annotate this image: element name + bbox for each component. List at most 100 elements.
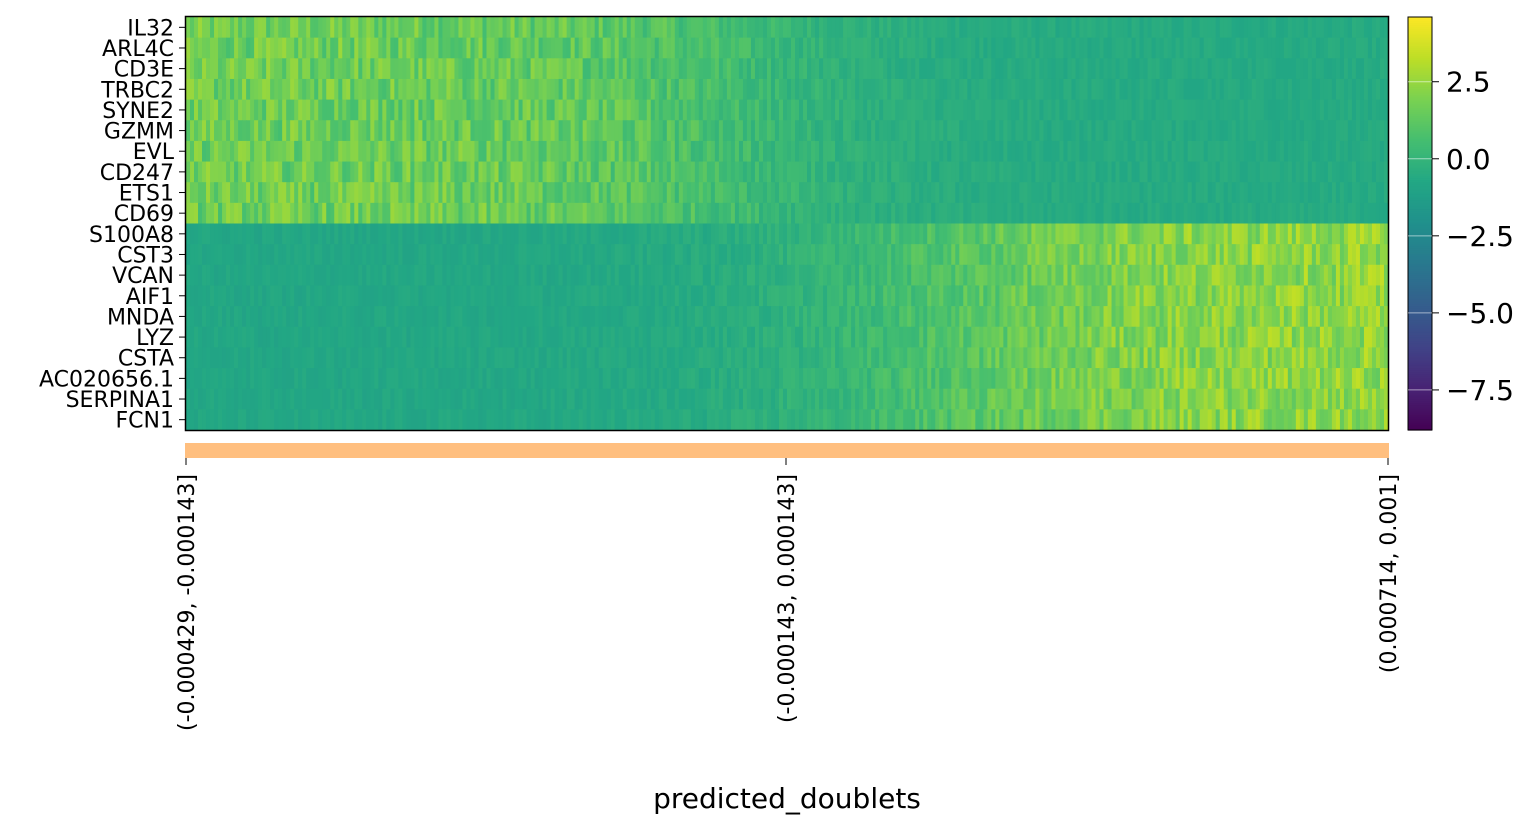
heatmap-cell	[787, 202, 792, 225]
heatmap-cell	[374, 182, 379, 204]
heatmap-cell	[1379, 264, 1385, 287]
heatmap-cell	[1143, 37, 1149, 59]
heatmap-cell	[983, 58, 988, 80]
heatmap-cell	[1247, 264, 1253, 287]
heatmap-cell	[426, 99, 432, 121]
heatmap-cell	[799, 120, 804, 142]
heatmap-cell	[526, 161, 532, 183]
heatmap-cell	[1351, 264, 1357, 287]
heatmap-cell	[1171, 244, 1177, 266]
heatmap-cell	[626, 17, 632, 39]
heatmap-cell	[987, 99, 992, 121]
heatmap-cell	[602, 99, 608, 121]
heatmap-cell	[330, 244, 335, 266]
heatmap-cell	[730, 120, 736, 142]
heatmap-cell	[386, 244, 391, 266]
heatmap-cell	[1371, 182, 1377, 204]
heatmap-cell	[1371, 120, 1377, 142]
heatmap-cell	[598, 161, 604, 183]
heatmap-cell	[787, 99, 792, 121]
heatmap-cell	[362, 202, 367, 225]
heatmap-cell	[1171, 326, 1177, 348]
heatmap-cell	[458, 244, 464, 266]
heatmap-cell	[951, 182, 956, 204]
heatmap-cell	[979, 244, 984, 266]
heatmap-cell	[859, 140, 864, 163]
heatmap-cell	[1187, 161, 1193, 183]
heatmap-cell	[454, 17, 460, 39]
heatmap-cell	[835, 161, 840, 183]
heatmap-cell	[750, 285, 756, 307]
heatmap-cell	[831, 58, 836, 80]
heatmap-cell	[975, 140, 980, 163]
heatmap-cell	[302, 182, 307, 204]
heatmap-cell	[1243, 244, 1249, 266]
heatmap-cell	[1359, 161, 1365, 183]
heatmap-cell	[899, 306, 904, 328]
heatmap-cell	[899, 37, 904, 59]
heatmap-cell	[1083, 140, 1089, 163]
heatmap-cell	[851, 244, 856, 266]
heatmap-cell	[614, 264, 620, 287]
heatmap-cell	[434, 264, 440, 287]
heatmap-cell	[971, 285, 976, 307]
heatmap-cell	[1063, 285, 1069, 307]
heatmap-cell	[610, 78, 616, 101]
heatmap-cell	[1335, 285, 1341, 307]
heatmap-cell	[738, 326, 744, 348]
heatmap-cell	[370, 244, 375, 266]
heatmap-cell	[458, 161, 464, 183]
heatmap-cell	[1083, 182, 1089, 204]
heatmap-cell	[871, 120, 876, 142]
heatmap-cell	[1111, 285, 1117, 307]
heatmap-cell	[939, 17, 944, 39]
heatmap-cell	[494, 306, 500, 328]
heatmap-cell	[738, 140, 744, 163]
heatmap-cell	[278, 140, 283, 163]
heatmap-cell	[458, 58, 464, 80]
heatmap-cell	[1323, 99, 1329, 121]
heatmap-cell	[963, 244, 968, 266]
heatmap-cell	[722, 285, 728, 307]
heatmap-cell	[1351, 182, 1357, 204]
heatmap-cell	[322, 99, 327, 121]
heatmap-cell	[502, 202, 508, 225]
heatmap-cell	[762, 161, 768, 183]
heatmap-cell	[426, 37, 432, 59]
heatmap-cell	[350, 161, 355, 183]
heatmap-cell	[518, 326, 524, 348]
heatmap-cell	[226, 17, 231, 39]
heatmap-cell	[1287, 285, 1293, 307]
heatmap-cell	[378, 99, 383, 121]
heatmap-cell	[586, 37, 592, 59]
heatmap-cell	[658, 264, 664, 287]
heatmap-cell	[530, 78, 536, 101]
heatmap-cell	[1339, 99, 1345, 121]
heatmap-cell	[746, 161, 752, 183]
heatmap-cell	[1335, 326, 1341, 348]
heatmap-cell	[370, 140, 375, 163]
heatmap-cell	[470, 306, 476, 328]
heatmap-cell	[782, 347, 788, 369]
heatmap-cell	[1031, 285, 1037, 307]
heatmap-cell	[891, 37, 896, 59]
heatmap-cell	[947, 244, 952, 266]
heatmap-cell	[963, 306, 968, 328]
heatmap-cell	[566, 58, 572, 80]
heatmap-cell	[1275, 17, 1281, 39]
heatmap-cell	[262, 161, 267, 183]
heatmap-cell	[1091, 223, 1097, 245]
heatmap-cell	[947, 264, 952, 287]
heatmap-cell	[1311, 140, 1317, 163]
heatmap-cell	[911, 285, 916, 307]
heatmap-cell	[758, 37, 764, 59]
heatmap-cell	[1183, 326, 1189, 348]
heatmap-cell	[750, 17, 756, 39]
heatmap-cell	[494, 17, 500, 39]
heatmap-cell	[378, 306, 383, 328]
heatmap-cell	[734, 58, 740, 80]
heatmap-cell	[875, 58, 880, 80]
heatmap-cell	[1299, 17, 1305, 39]
heatmap-cell	[638, 140, 644, 163]
heatmap-cell	[915, 285, 920, 307]
